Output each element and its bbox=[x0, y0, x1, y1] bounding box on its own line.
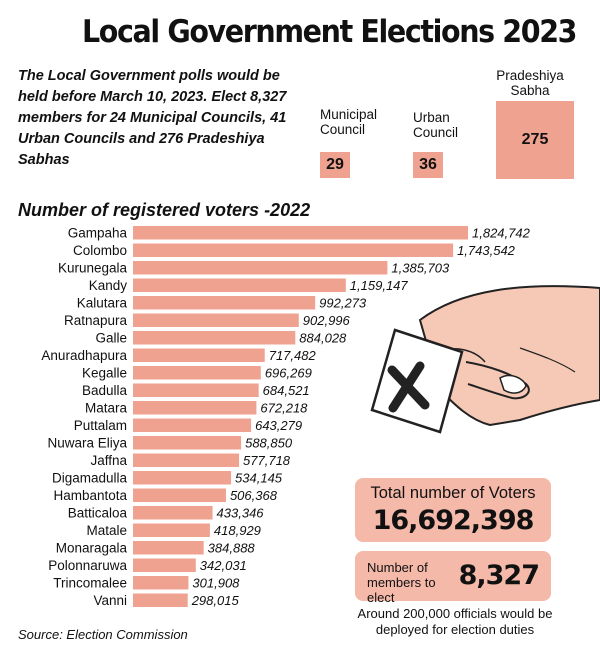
bar bbox=[133, 488, 226, 502]
value-label: 684,521 bbox=[263, 383, 310, 398]
category-label: Gampaha bbox=[68, 226, 128, 241]
total-voters-label: Total number of Voters bbox=[370, 484, 536, 502]
value-label: 384,888 bbox=[208, 541, 256, 556]
category-label: Nuwara Eliya bbox=[47, 436, 127, 451]
bar bbox=[133, 541, 204, 555]
chart-title: Number of registered voters -2022 bbox=[18, 200, 311, 220]
category-label: Matale bbox=[86, 523, 127, 538]
municipal-council-count: 29 bbox=[320, 152, 350, 178]
category-label: Matara bbox=[85, 401, 128, 416]
bar bbox=[133, 576, 189, 590]
bar bbox=[133, 506, 213, 520]
source-note: Source: Election Commission bbox=[18, 627, 188, 642]
bar bbox=[133, 471, 232, 485]
category-label: Kurunegala bbox=[58, 261, 128, 276]
bar bbox=[133, 418, 252, 432]
value-label: 418,929 bbox=[214, 523, 261, 538]
category-label: Ratnapura bbox=[64, 313, 128, 328]
category-label: Trincomalee bbox=[53, 576, 127, 591]
category-label: Digamadulla bbox=[52, 471, 128, 486]
members-label: Number of members to elect bbox=[367, 560, 436, 605]
intro-text: The Local Government polls would be held… bbox=[18, 68, 287, 168]
category-label: Polonnaruwa bbox=[48, 558, 127, 573]
total-voters-panel: Total number of Voters 16,692,398 bbox=[355, 478, 551, 542]
category-label: Colombo bbox=[73, 243, 127, 258]
value-label: 1,743,542 bbox=[457, 243, 516, 258]
category-label: Hambantota bbox=[53, 488, 127, 503]
pradeshiya-sabha-count: 275 bbox=[496, 101, 574, 179]
category-label: Badulla bbox=[82, 383, 128, 398]
value-label: 1,385,703 bbox=[391, 261, 450, 276]
bar bbox=[133, 243, 454, 257]
bar bbox=[133, 313, 299, 327]
value-label: 298,015 bbox=[191, 593, 240, 608]
category-label: Kegalle bbox=[82, 366, 127, 381]
bar bbox=[133, 523, 210, 537]
value-label: 643,279 bbox=[255, 418, 302, 433]
bar bbox=[133, 593, 188, 607]
bar bbox=[133, 226, 468, 240]
value-label: 884,028 bbox=[299, 331, 347, 346]
bar bbox=[133, 366, 261, 380]
urban-council-count: 36 bbox=[413, 152, 443, 178]
category-label: Monaragala bbox=[56, 541, 128, 556]
value-label: 1,824,742 bbox=[472, 226, 531, 241]
bar bbox=[133, 348, 265, 362]
bar bbox=[133, 261, 388, 275]
municipal-council-label: Municipal Council bbox=[320, 107, 378, 137]
value-label: 696,269 bbox=[265, 366, 312, 381]
value-label: 902,996 bbox=[303, 313, 351, 328]
category-label: Galle bbox=[95, 331, 127, 346]
page-title: Local Government Elections 2023 bbox=[81, 14, 578, 50]
category-label: Jaffna bbox=[90, 453, 127, 468]
category-label: Kalutara bbox=[77, 296, 128, 311]
bar bbox=[133, 453, 240, 467]
members-value: 8,327 bbox=[458, 560, 540, 591]
category-label: Vanni bbox=[93, 593, 127, 608]
value-label: 992,273 bbox=[319, 296, 367, 311]
value-label: 577,718 bbox=[243, 453, 291, 468]
category-label: Puttalam bbox=[74, 418, 127, 433]
members-panel: Number of members to elect 8,327 bbox=[355, 551, 551, 605]
hand-ballot-icon bbox=[370, 285, 600, 434]
value-label: 1,159,147 bbox=[350, 278, 409, 293]
bar bbox=[133, 383, 259, 397]
bar bbox=[133, 401, 257, 415]
value-label: 672,218 bbox=[260, 401, 308, 416]
bar bbox=[133, 436, 242, 450]
category-label: Anuradhapura bbox=[41, 348, 127, 363]
bar bbox=[133, 296, 316, 310]
value-label: 534,145 bbox=[235, 471, 283, 486]
category-label: Kandy bbox=[89, 278, 128, 293]
pradeshiya-sabha-label: Pradeshiya Sabha bbox=[496, 68, 564, 98]
total-voters-value: 16,692,398 bbox=[372, 505, 535, 536]
officials-note: Around 200,000 officials would be deploy… bbox=[357, 606, 553, 637]
bar bbox=[133, 558, 196, 572]
value-label: 506,368 bbox=[230, 488, 278, 503]
value-label: 301,908 bbox=[192, 576, 240, 591]
bar bbox=[133, 331, 296, 345]
category-label: Batticaloa bbox=[68, 506, 128, 521]
value-label: 588,850 bbox=[245, 436, 293, 451]
value-label: 342,031 bbox=[200, 558, 247, 573]
value-label: 433,346 bbox=[217, 506, 265, 521]
value-label: 717,482 bbox=[269, 348, 317, 363]
urban-council-label: Urban Council bbox=[413, 110, 459, 140]
bar bbox=[133, 278, 346, 292]
